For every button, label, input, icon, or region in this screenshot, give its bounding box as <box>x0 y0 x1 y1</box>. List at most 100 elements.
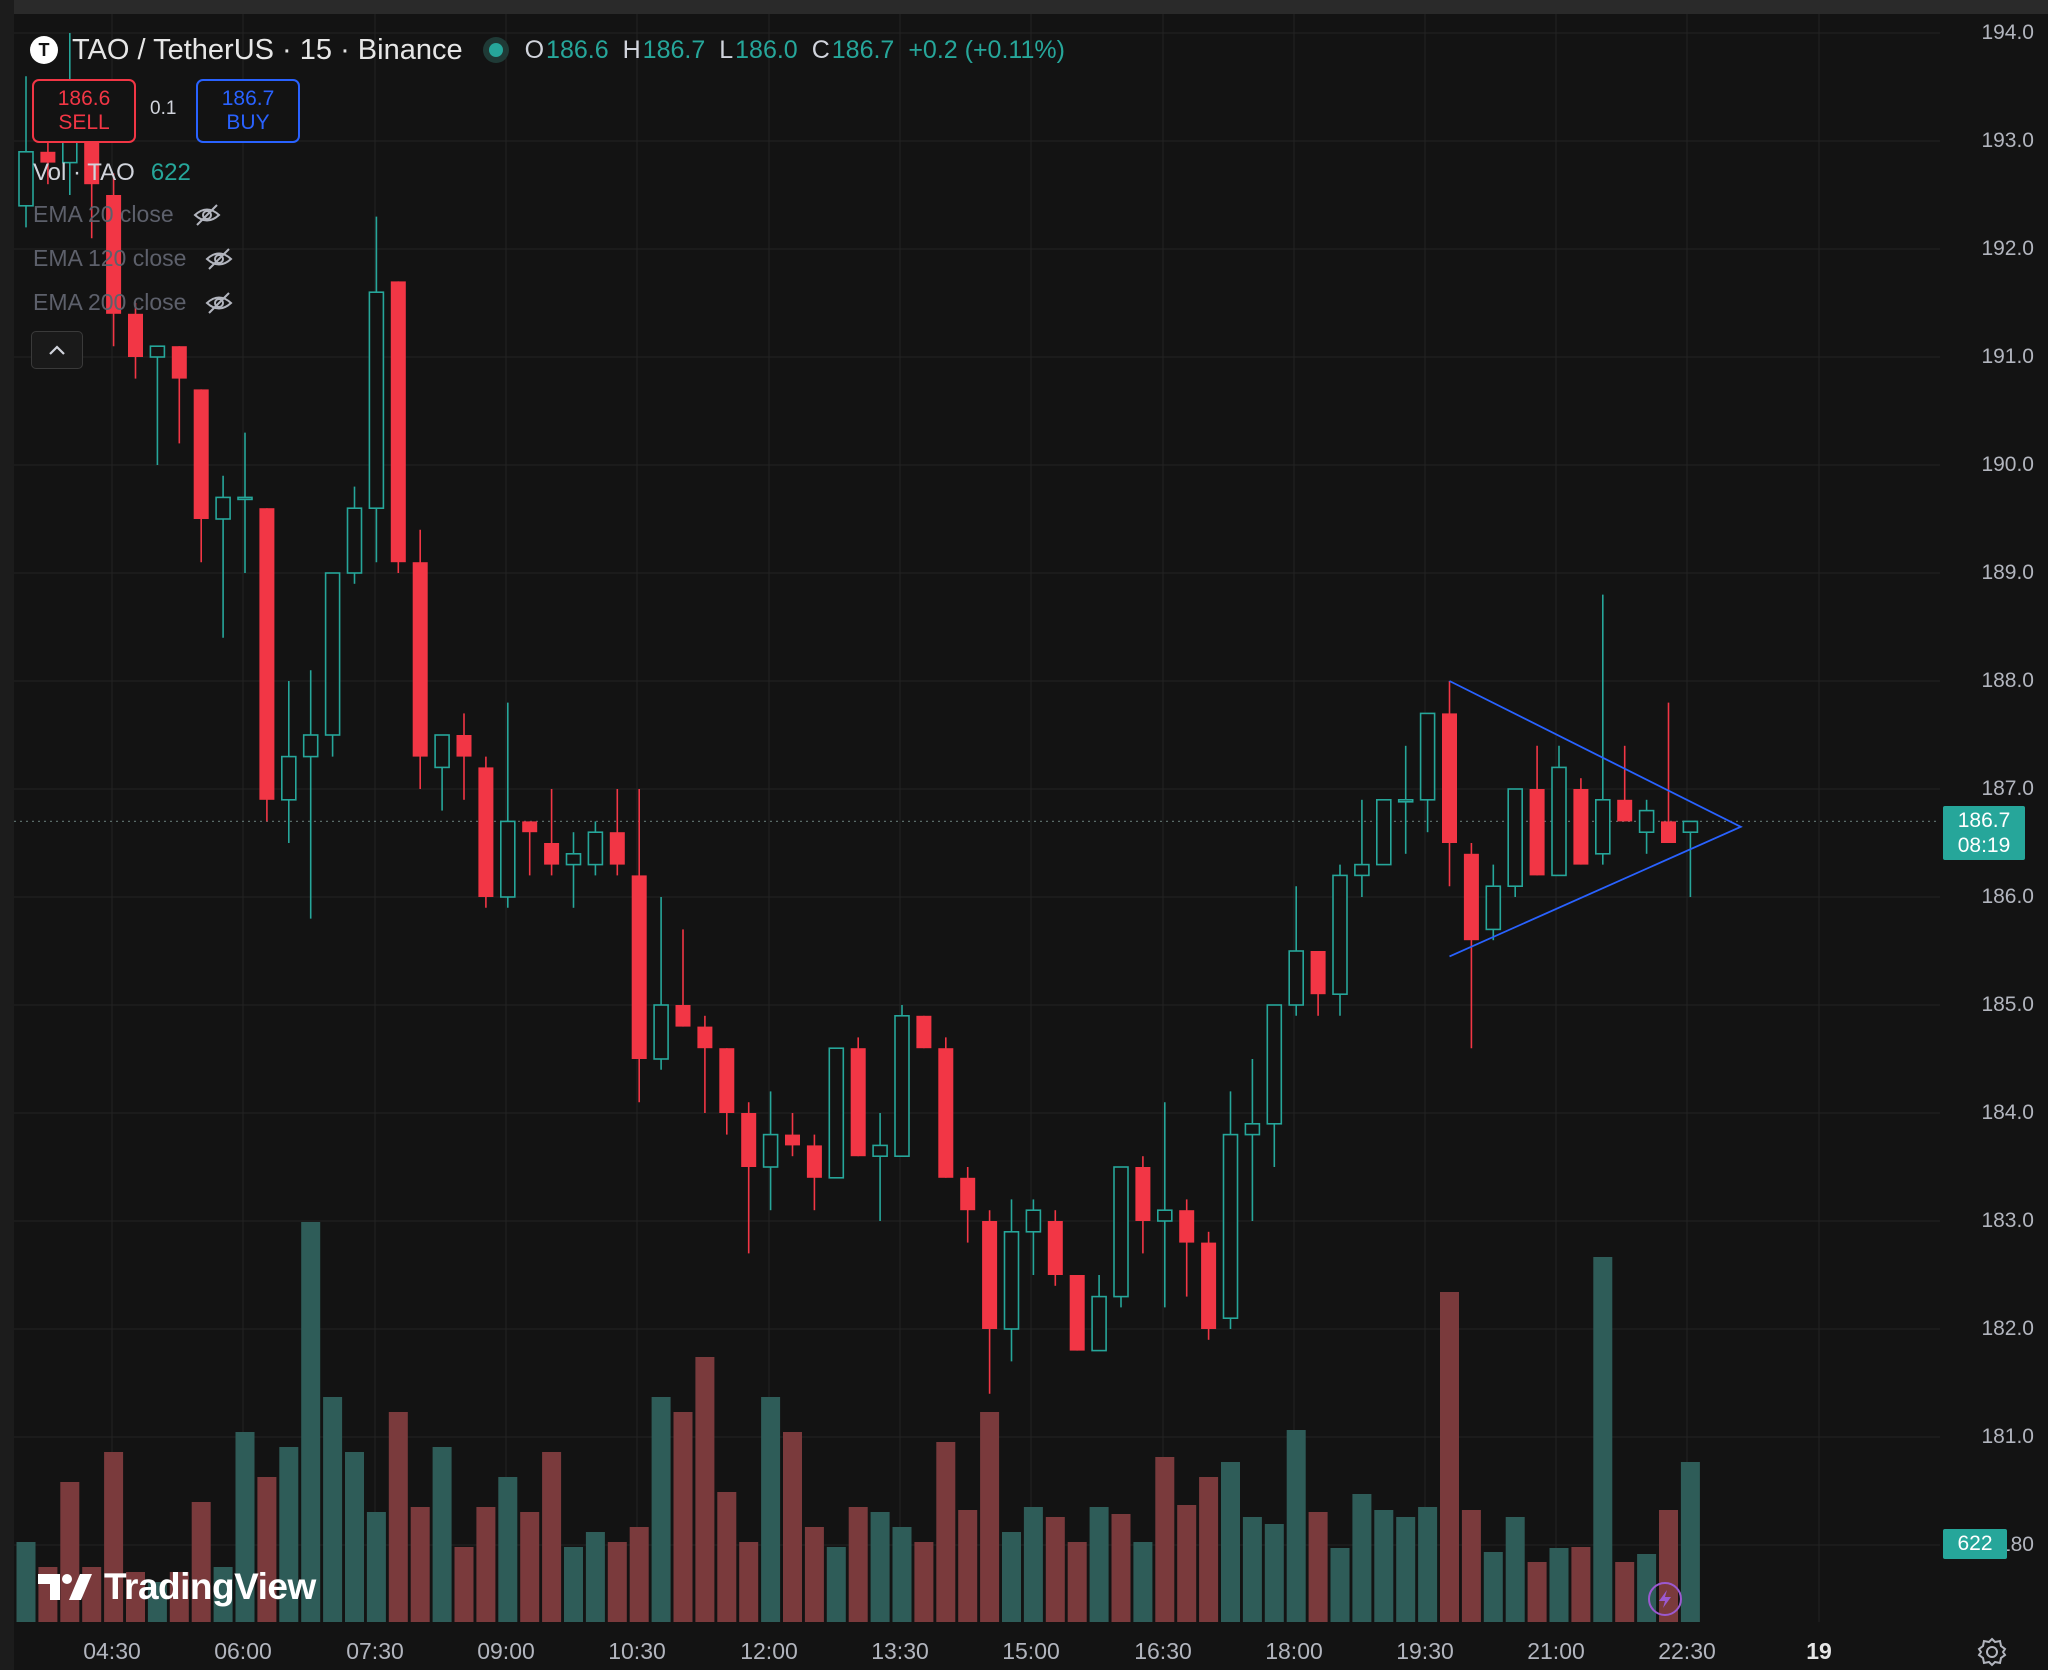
volume-bar <box>761 1397 781 1622</box>
candle-body <box>697 1026 713 1049</box>
volume-bar <box>213 1567 233 1622</box>
candle-body <box>1266 1004 1283 1125</box>
volume-bar <box>388 1412 408 1622</box>
candle-body <box>1047 1221 1063 1275</box>
candle-body <box>522 821 538 833</box>
order-quantity[interactable]: 0.1 <box>150 98 177 119</box>
ema-20-legend[interactable]: EMA 20 close <box>33 201 222 228</box>
candle-body <box>1244 1123 1261 1136</box>
candle-body <box>653 1004 669 1060</box>
volume-bar <box>783 1432 802 1622</box>
candle-body <box>1091 1295 1107 1352</box>
volume-bar <box>169 1572 189 1622</box>
candle <box>785 1113 800 1157</box>
candle-body <box>1463 853 1479 941</box>
volume-bar <box>432 1447 452 1622</box>
volume-bar <box>1023 1507 1043 1622</box>
market-status-icon[interactable] <box>488 43 503 57</box>
volume-bar <box>1615 1562 1635 1622</box>
candle-body <box>368 291 385 510</box>
candle <box>653 897 669 1070</box>
candle <box>894 1005 910 1157</box>
price-tick-label: 188.0 <box>1981 669 2034 692</box>
candle-body <box>1157 1209 1173 1222</box>
candle-body <box>106 195 122 314</box>
candle-body <box>478 767 494 897</box>
last-volume-tag: 622 <box>1943 1529 2007 1559</box>
collapse-legend-button[interactable] <box>31 331 83 369</box>
candle <box>1091 1275 1107 1352</box>
candle <box>806 1134 822 1211</box>
volume-bar <box>1396 1517 1416 1622</box>
volume-legend[interactable]: Vol · TAO 622 <box>33 159 191 187</box>
sell-button[interactable]: 186.6 SELL <box>32 79 136 143</box>
buy-label: BUY <box>226 111 270 134</box>
symbol-title[interactable]: TAO / TetherUS · 15 · Binance <box>72 33 463 66</box>
eye-crossed-icon[interactable] <box>204 291 234 315</box>
volume-bars <box>16 1222 1700 1622</box>
candle-body <box>1551 766 1567 877</box>
candle <box>719 1048 735 1135</box>
candle <box>1157 1102 1173 1308</box>
candle <box>1354 799 1370 897</box>
candle-body <box>587 831 604 866</box>
candle-body <box>84 130 100 185</box>
tradingview-logo-icon <box>38 1574 92 1600</box>
candle <box>522 821 538 876</box>
ema-200-legend[interactable]: EMA 200 close <box>33 289 234 316</box>
candle-body <box>1376 798 1392 866</box>
candle <box>1069 1275 1085 1351</box>
volume-bar <box>301 1222 321 1622</box>
time-tick-label: 07:30 <box>346 1638 404 1664</box>
volume-bar <box>345 1452 364 1622</box>
candle-body <box>1288 950 1304 1006</box>
candle <box>1025 1199 1042 1275</box>
volume-bar <box>126 1572 145 1622</box>
symbol-header: T TAO / TetherUS · 15 · Binance O 186.6 … <box>30 30 1079 70</box>
price-tick-label: 185.0 <box>1981 993 2034 1016</box>
candle-body <box>302 734 319 758</box>
candle <box>1419 712 1436 833</box>
price-tick-label: 184.0 <box>1981 1101 2034 1124</box>
candle <box>259 508 275 822</box>
candle <box>280 681 297 843</box>
candle <box>1442 681 1457 887</box>
candle <box>1222 1091 1239 1329</box>
candle-body <box>675 1005 691 1027</box>
candle-body <box>128 313 143 357</box>
candle <box>916 1015 932 1049</box>
volume-bar <box>914 1542 934 1622</box>
price-tick-label: 192.0 <box>1981 237 2034 260</box>
sell-price: 186.6 <box>57 87 111 110</box>
candle <box>368 216 385 563</box>
volume-bar <box>958 1510 978 1622</box>
time-tick-label: 16:30 <box>1134 1638 1192 1664</box>
volume-bar <box>1133 1542 1153 1622</box>
ema-20-label: EMA 20 close <box>33 201 174 227</box>
price-tick-label: 191.0 <box>1981 345 2034 368</box>
candle <box>1376 798 1392 866</box>
gear-icon[interactable] <box>1976 1636 2008 1668</box>
ema-120-legend[interactable]: EMA 120 close <box>33 245 234 272</box>
buy-button[interactable]: 186.7 BUY <box>196 79 300 143</box>
volume-bar <box>104 1452 124 1622</box>
time-tick-label: 09:00 <box>477 1638 535 1664</box>
volume-bar <box>1199 1477 1219 1622</box>
tradingview-logo[interactable]: TradingView <box>36 1566 316 1608</box>
candle <box>1135 1156 1151 1254</box>
candle <box>1332 864 1348 1016</box>
volume-bar <box>673 1412 693 1622</box>
eye-crossed-icon[interactable] <box>204 247 234 271</box>
candle <box>762 1091 779 1211</box>
candle-body <box>894 1014 910 1157</box>
tao-logo-icon[interactable]: T <box>30 36 58 64</box>
low-label: L <box>719 35 734 64</box>
candle-body <box>149 345 166 358</box>
volume-bar <box>1089 1507 1109 1622</box>
lightning-icon[interactable] <box>1648 1582 1682 1616</box>
window-top-frame <box>0 0 2048 14</box>
eye-crossed-icon[interactable] <box>192 203 222 227</box>
volume-bar <box>936 1442 956 1622</box>
candle-body <box>1113 1166 1129 1298</box>
